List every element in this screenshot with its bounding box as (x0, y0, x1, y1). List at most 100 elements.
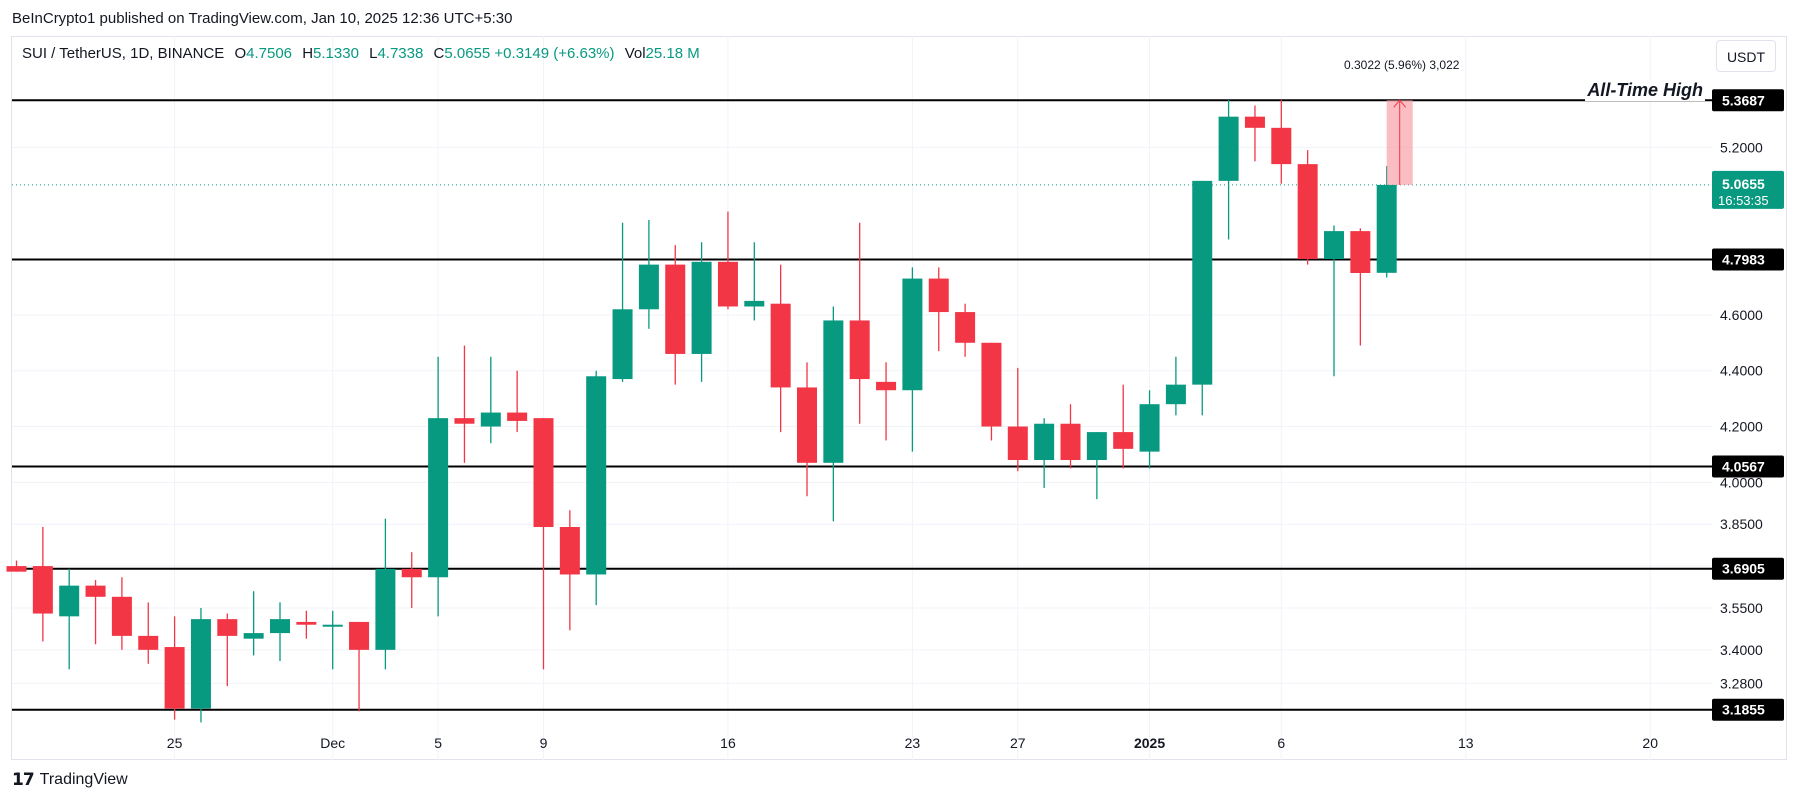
candle-body (164, 647, 185, 709)
level-price-label: 4.7983 (1722, 252, 1765, 268)
low-value: 4.7338 (377, 45, 424, 62)
candle-body (454, 418, 475, 424)
price-tick-label: 3.8500 (1720, 516, 1763, 532)
currency-button[interactable]: USDT (1716, 40, 1776, 72)
candle-body (217, 619, 238, 636)
current-price-tag (1712, 170, 1784, 209)
vol-value: 25.18 M (645, 45, 700, 62)
candle-body (1324, 231, 1344, 260)
tradingview-logo[interactable]: 𝟭𝟳 TradingView (12, 770, 128, 790)
candle-body (691, 261, 712, 354)
price-tick-label: 4.4000 (1720, 363, 1763, 379)
time-tick-label: 27 (1010, 735, 1026, 751)
candle-body (1060, 423, 1081, 461)
candle-body (1113, 432, 1134, 449)
close-key: C (433, 45, 445, 62)
candle-body (612, 309, 633, 380)
level-price-label: 4.0567 (1722, 459, 1765, 475)
candle-body (138, 635, 159, 650)
time-tick-label: 23 (905, 735, 921, 751)
candle-body (428, 418, 449, 578)
candle-body (59, 585, 80, 617)
candle-body (770, 303, 791, 388)
vol-key: Vol (624, 45, 646, 62)
change-value: +0.3149 (+6.63%) (494, 45, 615, 62)
time-tick-label: Dec (320, 735, 345, 751)
candle-body (1244, 116, 1265, 128)
time-tick-label: 6 (1277, 735, 1285, 751)
candle-body (955, 312, 976, 343)
candle-body (744, 300, 765, 307)
candle-body (1165, 384, 1186, 405)
open-key: O (234, 45, 247, 62)
candle-body (586, 376, 607, 575)
candle-body (480, 412, 501, 427)
level-price-tag (1712, 89, 1784, 112)
price-tick-label: 5.2000 (1720, 139, 1763, 155)
candles (6, 99, 1397, 723)
level-price-label: 5.3687 (1722, 92, 1765, 108)
countdown-label: 16:53:35 (1718, 193, 1769, 208)
horizontal-levels (12, 99, 1712, 711)
level-price-label: 3.1855 (1722, 702, 1765, 718)
candle-body (375, 568, 396, 650)
all-time-high-label: All-Time High (1585, 80, 1705, 101)
candle-body (85, 585, 106, 597)
symbol-name: SUI / TetherUS, 1D, BINANCE (22, 45, 225, 62)
candle-body (401, 568, 422, 578)
candle-body (1218, 116, 1239, 181)
price-tick-label: 4.6000 (1720, 307, 1763, 323)
candle-body (1086, 432, 1107, 461)
candle-body (1007, 426, 1028, 461)
level-price-tag (1712, 248, 1784, 271)
candle-body (1192, 180, 1213, 385)
price-tick-label: 3.2800 (1720, 675, 1763, 691)
price-axis: 3.28003.40003.55003.70003.85004.00004.20… (1712, 89, 1784, 721)
level-price-tag (1712, 698, 1784, 721)
time-tick-label: 25 (167, 735, 183, 751)
low-key: L (369, 45, 378, 62)
current-price-label: 5.0655 (1722, 176, 1765, 192)
candle-body (665, 264, 686, 354)
high-key: H (302, 45, 314, 62)
publisher-note: BeInCrypto1 published on TradingView.com… (12, 10, 513, 27)
close-value: 5.0655 (444, 45, 491, 62)
candle-body (1034, 423, 1055, 461)
candle-body (533, 418, 554, 528)
candle-body (349, 621, 370, 650)
candle-body (902, 278, 923, 391)
price-chart[interactable]: 3.28003.40003.55003.70003.85004.00004.20… (0, 0, 1804, 760)
time-tick-label: 5 (434, 735, 442, 751)
price-tick-label: 3.4000 (1720, 642, 1763, 658)
time-tick-label: 9 (540, 735, 548, 751)
price-tick-label: 4.2000 (1720, 419, 1763, 435)
candle-body (559, 527, 580, 575)
time-tick-label: 13 (1458, 735, 1474, 751)
time-axis: 25 Dec 5 9 16 23 27 2025 6 13 20 (167, 735, 1658, 751)
candle-body (1297, 164, 1318, 260)
tradingview-brand: TradingView (39, 771, 128, 788)
candle-body (717, 261, 738, 307)
high-value: 5.1330 (313, 45, 359, 62)
candle-body (243, 633, 264, 639)
candle-body (876, 381, 897, 391)
time-tick-label: 2025 (1134, 735, 1165, 751)
level-price-tag (1712, 455, 1784, 478)
time-tick-label: 16 (720, 735, 736, 751)
candle-body (849, 320, 870, 380)
candle-body (6, 566, 27, 572)
symbol-legend: SUI / TetherUS, 1D, BINANCE O4.7506 H5.1… (22, 45, 700, 62)
candle-body (928, 278, 949, 313)
measure-tool (1386, 99, 1413, 185)
candle-body (981, 342, 1002, 427)
chart-frame (11, 36, 1787, 760)
tradingview-logo-icon: 𝟭𝟳 (12, 770, 35, 789)
price-tick-label: 3.5500 (1720, 600, 1763, 616)
candle-body (823, 320, 844, 463)
candle-body (270, 619, 290, 634)
level-price-tag (1712, 557, 1784, 580)
candle-body (638, 264, 659, 310)
candle-body (507, 412, 528, 421)
candle-body (1139, 404, 1160, 452)
level-price-label: 3.6905 (1722, 561, 1765, 577)
